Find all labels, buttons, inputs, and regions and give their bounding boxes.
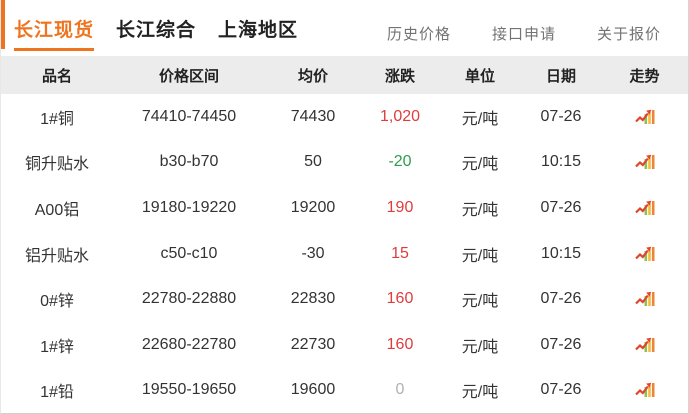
- price-range: 19550-19650: [141, 381, 237, 399]
- tab-changjiang-spot[interactable]: 长江现货: [3, 2, 105, 54]
- link-about-quotes[interactable]: 关于报价: [596, 25, 661, 43]
- quote-date: 10:15: [540, 153, 582, 171]
- table-row: 0#锌 22780-22880 22830 160 元/吨 07-26: [1, 276, 688, 322]
- table-row: 铝升贴水 c50-c10 -30 15 元/吨 10:15: [1, 230, 688, 277]
- trend-link[interactable]: [601, 291, 688, 307]
- accent-stripe: [1, 0, 5, 49]
- trend-chart-icon: [634, 155, 654, 170]
- average-price: 22730: [290, 335, 336, 353]
- table-row: 1#铜 74410-74450 74430 1,020 元/吨 07-26: [1, 94, 688, 140]
- product-name: 1#铅: [40, 384, 74, 402]
- quote-date: 07-26: [540, 335, 582, 353]
- average-price: -30: [301, 244, 325, 262]
- trend-chart-icon: [634, 200, 654, 215]
- price-change: -20: [388, 153, 412, 171]
- table-row: 铜升贴水 b30-b70 50 -20 元/吨 10:15: [1, 139, 688, 186]
- quote-date: 07-26: [540, 381, 582, 399]
- trend-chart-icon: [634, 337, 654, 352]
- product-name: 1#锌: [40, 338, 74, 356]
- average-price: 19600: [290, 381, 336, 399]
- trend-chart-icon: [634, 109, 654, 124]
- header-trend: 走势: [629, 67, 660, 85]
- header-date: 日期: [545, 67, 576, 85]
- quote-date: 07-26: [540, 107, 582, 125]
- price-unit: 元/吨: [461, 293, 499, 311]
- table-row: 1#铅 19550-19650 19600 0 元/吨 07-26: [1, 367, 688, 413]
- header-product: 品名: [41, 67, 72, 85]
- quote-date: 07-26: [540, 290, 582, 308]
- price-unit: 元/吨: [461, 338, 499, 356]
- quote-date: 07-26: [540, 198, 582, 216]
- table-body: 1#铜 74410-74450 74430 1,020 元/吨 07-26 铜升…: [1, 94, 688, 413]
- table-header-row: 品名 价格区间 均价 涨跌 单位 日期 走势: [1, 56, 688, 94]
- price-range: 22780-22880: [141, 290, 237, 308]
- tab-shanghai-region[interactable]: 上海地区: [218, 20, 299, 41]
- table-row: A00铝 19180-19220 19200 190 元/吨 07-26: [1, 185, 688, 231]
- price-change: 15: [391, 244, 409, 262]
- tab-changjiang-composite[interactable]: 长江综合: [116, 20, 197, 41]
- trend-link[interactable]: [601, 246, 688, 262]
- price-change: 160: [386, 290, 414, 308]
- trend-chart-icon: [634, 246, 654, 261]
- trend-link[interactable]: [601, 200, 688, 216]
- price-unit: 元/吨: [461, 201, 499, 219]
- average-price: 22830: [290, 290, 336, 308]
- price-unit: 元/吨: [461, 110, 499, 128]
- header-unit: 单位: [464, 67, 495, 85]
- product-name: 铜升贴水: [24, 156, 89, 174]
- price-range: 22680-22780: [141, 335, 237, 353]
- price-unit: 元/吨: [461, 384, 499, 402]
- trend-chart-icon: [634, 383, 654, 398]
- product-name: A00铝: [34, 201, 80, 219]
- price-change: 190: [386, 198, 414, 216]
- price-range: 19180-19220: [141, 198, 237, 216]
- header-price-range: 价格区间: [158, 67, 219, 85]
- nav-links: 历史价格 接口申请 关于报价: [387, 23, 688, 44]
- quote-date: 10:15: [540, 244, 582, 262]
- price-change: 0: [395, 381, 405, 399]
- average-price: 19200: [290, 198, 336, 216]
- product-name: 铝升贴水: [24, 247, 89, 265]
- table-row: 1#锌 22680-22780 22730 160 元/吨 07-26: [1, 321, 688, 368]
- average-price: 50: [304, 153, 322, 171]
- price-unit: 元/吨: [461, 156, 499, 174]
- product-name: 1#铜: [40, 110, 74, 128]
- trend-link[interactable]: [601, 382, 688, 398]
- link-api-apply[interactable]: 接口申请: [491, 25, 556, 43]
- header-average: 均价: [297, 67, 328, 85]
- trend-link[interactable]: [601, 154, 688, 170]
- link-history-prices[interactable]: 历史价格: [386, 25, 451, 43]
- tab-bar: 长江现货 长江综合 上海地区 历史价格 接口申请 关于报价: [1, 0, 688, 56]
- price-range: b30-b70: [159, 153, 219, 171]
- price-change: 160: [386, 335, 414, 353]
- average-price: 74430: [290, 107, 336, 125]
- trend-link[interactable]: [601, 109, 688, 125]
- product-name: 0#锌: [40, 293, 74, 311]
- price-change: 1,020: [379, 107, 421, 125]
- tab-list: 长江现货 长江综合 上海地区: [3, 0, 309, 56]
- trend-chart-icon: [634, 291, 654, 307]
- trend-link[interactable]: [601, 337, 688, 353]
- price-range: 74410-74450: [141, 107, 237, 125]
- price-unit: 元/吨: [461, 247, 499, 265]
- header-change: 涨跌: [384, 67, 415, 85]
- price-range: c50-c10: [160, 244, 218, 262]
